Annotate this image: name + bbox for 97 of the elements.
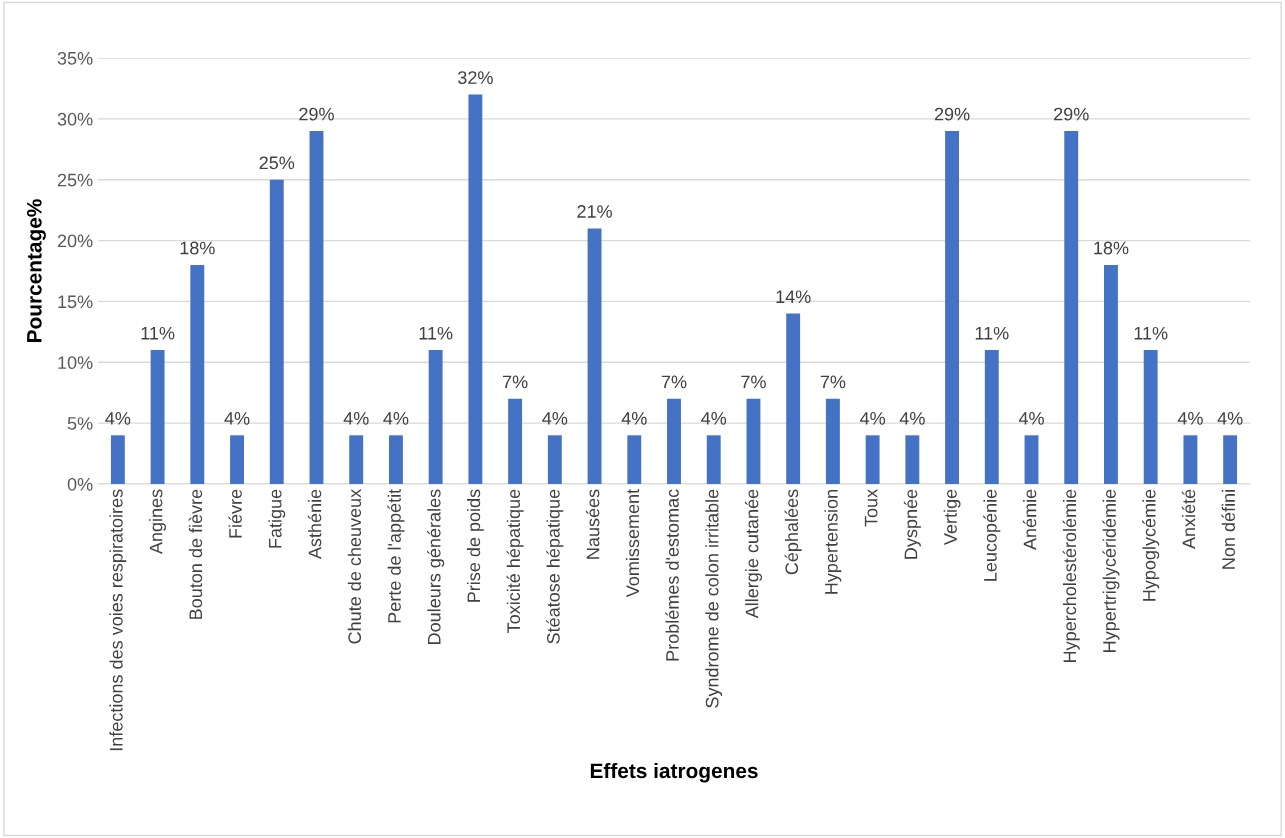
- bar: [627, 435, 642, 484]
- y-tick-label: 20%: [57, 234, 93, 248]
- bar: [508, 398, 523, 484]
- data-label: 4%: [859, 412, 886, 425]
- x-tick-label: Anxiété: [1181, 489, 1196, 550]
- x-tick-label: Hypoglycémie: [1142, 489, 1160, 601]
- bar: [468, 94, 483, 484]
- x-tick-label: Perte de l'appétit: [387, 488, 405, 623]
- bar: [349, 435, 364, 484]
- x-tick-label: Syndrome de colon irritable: [705, 489, 723, 708]
- bar: [746, 398, 761, 484]
- bar: [1183, 435, 1198, 484]
- data-label: 29%: [1054, 107, 1089, 121]
- data-label: 25%: [259, 156, 295, 170]
- data-label: 29%: [299, 107, 334, 121]
- data-label: 11%: [1134, 326, 1168, 340]
- data-label: 4%: [1217, 412, 1243, 425]
- x-tick-label: Hypertension: [824, 490, 842, 594]
- bar: [667, 398, 681, 484]
- x-tick-label: Dyspnée: [903, 489, 921, 559]
- data-label: 32%: [458, 71, 493, 84]
- x-tick-label: Douleurs générales: [427, 489, 445, 644]
- x-tick-label: Leucopénie: [983, 489, 1001, 581]
- x-tick-label: Nausées: [585, 489, 600, 559]
- bar: [150, 350, 165, 484]
- bar: [1223, 435, 1238, 484]
- data-label: 4%: [899, 412, 925, 425]
- x-axis-title: Effets iatrogenes: [590, 762, 758, 783]
- bar: [786, 313, 801, 484]
- bar: [905, 435, 920, 484]
- data-label: 4%: [1018, 412, 1044, 425]
- data-label: 14%: [776, 290, 811, 304]
- data-label: 7%: [741, 375, 766, 389]
- x-tick-label: Non défini: [1221, 490, 1235, 569]
- bar: [1104, 264, 1118, 484]
- data-label: 21%: [577, 205, 612, 218]
- x-tick-label: Bouton de fièvre: [188, 489, 203, 619]
- data-label: 11%: [975, 326, 1009, 340]
- bar: [984, 350, 999, 484]
- data-label: 4%: [701, 412, 727, 425]
- bar: [706, 435, 721, 484]
- bar: [190, 264, 205, 484]
- x-tick-label: Allergie cutanée: [744, 489, 762, 619]
- x-tick-label: Toux: [864, 489, 878, 527]
- data-label: 4%: [621, 412, 647, 425]
- x-tick-label: Fiévre: [228, 489, 242, 538]
- data-label: 7%: [820, 375, 846, 389]
- x-tick-label: Vertige: [943, 489, 961, 545]
- bar: [230, 435, 244, 484]
- x-tick-label: Anémie: [1022, 489, 1037, 551]
- y-tick-label: 15%: [58, 295, 93, 309]
- bar: [428, 350, 443, 484]
- data-label: 18%: [180, 241, 215, 255]
- data-label: 4%: [383, 412, 409, 425]
- y-tick-label: 35%: [57, 51, 93, 65]
- bar: [587, 228, 602, 484]
- x-tick-label: Toxicité hépatique: [506, 489, 524, 633]
- y-tick-label: 30%: [57, 112, 93, 126]
- x-tick-label: Problémes d'estomac: [665, 489, 679, 661]
- data-label: 11%: [141, 326, 175, 340]
- data-label: 11%: [419, 326, 453, 340]
- bar: [825, 398, 840, 484]
- x-tick-label: Céphalées: [784, 489, 802, 575]
- x-tick-label: Stéatose hépatique: [546, 489, 564, 644]
- bar: [309, 131, 324, 484]
- x-tick-label: Infections des voies respiratoires: [109, 489, 127, 751]
- y-axis-title: Pourcentage%: [26, 199, 46, 342]
- x-tick-label: Hypertriglycéridémie: [1102, 489, 1120, 652]
- data-label: 4%: [105, 412, 131, 425]
- bar: [269, 179, 284, 484]
- x-tick-label: Hypercholestérolémie: [1062, 489, 1080, 662]
- data-label: 18%: [1094, 241, 1129, 255]
- bar: [865, 435, 880, 484]
- data-label: 7%: [661, 375, 687, 389]
- data-label: 4%: [343, 412, 369, 425]
- bar: [1024, 435, 1039, 484]
- bar: [547, 435, 562, 484]
- x-tick-label: Fatigue: [268, 489, 286, 548]
- x-tick-label: Asthénie: [307, 489, 322, 560]
- bar: [388, 435, 403, 484]
- y-tick-label: 5%: [67, 417, 93, 430]
- data-label: 4%: [224, 412, 250, 425]
- x-tick-label: Angines: [149, 489, 166, 555]
- y-tick-label: 10%: [58, 356, 93, 370]
- x-tick-label: Vomissement: [625, 488, 640, 598]
- bar: [1064, 131, 1079, 484]
- bar: [945, 131, 960, 484]
- y-tick-label: 25%: [57, 173, 93, 187]
- data-label: 7%: [502, 375, 528, 389]
- y-tick-label: 0%: [67, 477, 93, 491]
- data-label: 4%: [542, 412, 568, 425]
- data-label: 4%: [1177, 412, 1203, 425]
- x-tick-label: Prise de poids: [466, 489, 484, 602]
- bar: [1143, 350, 1158, 484]
- bar: [110, 435, 125, 484]
- x-tick-label: Chute de cheuveux: [347, 489, 362, 644]
- data-label: 29%: [934, 107, 970, 121]
